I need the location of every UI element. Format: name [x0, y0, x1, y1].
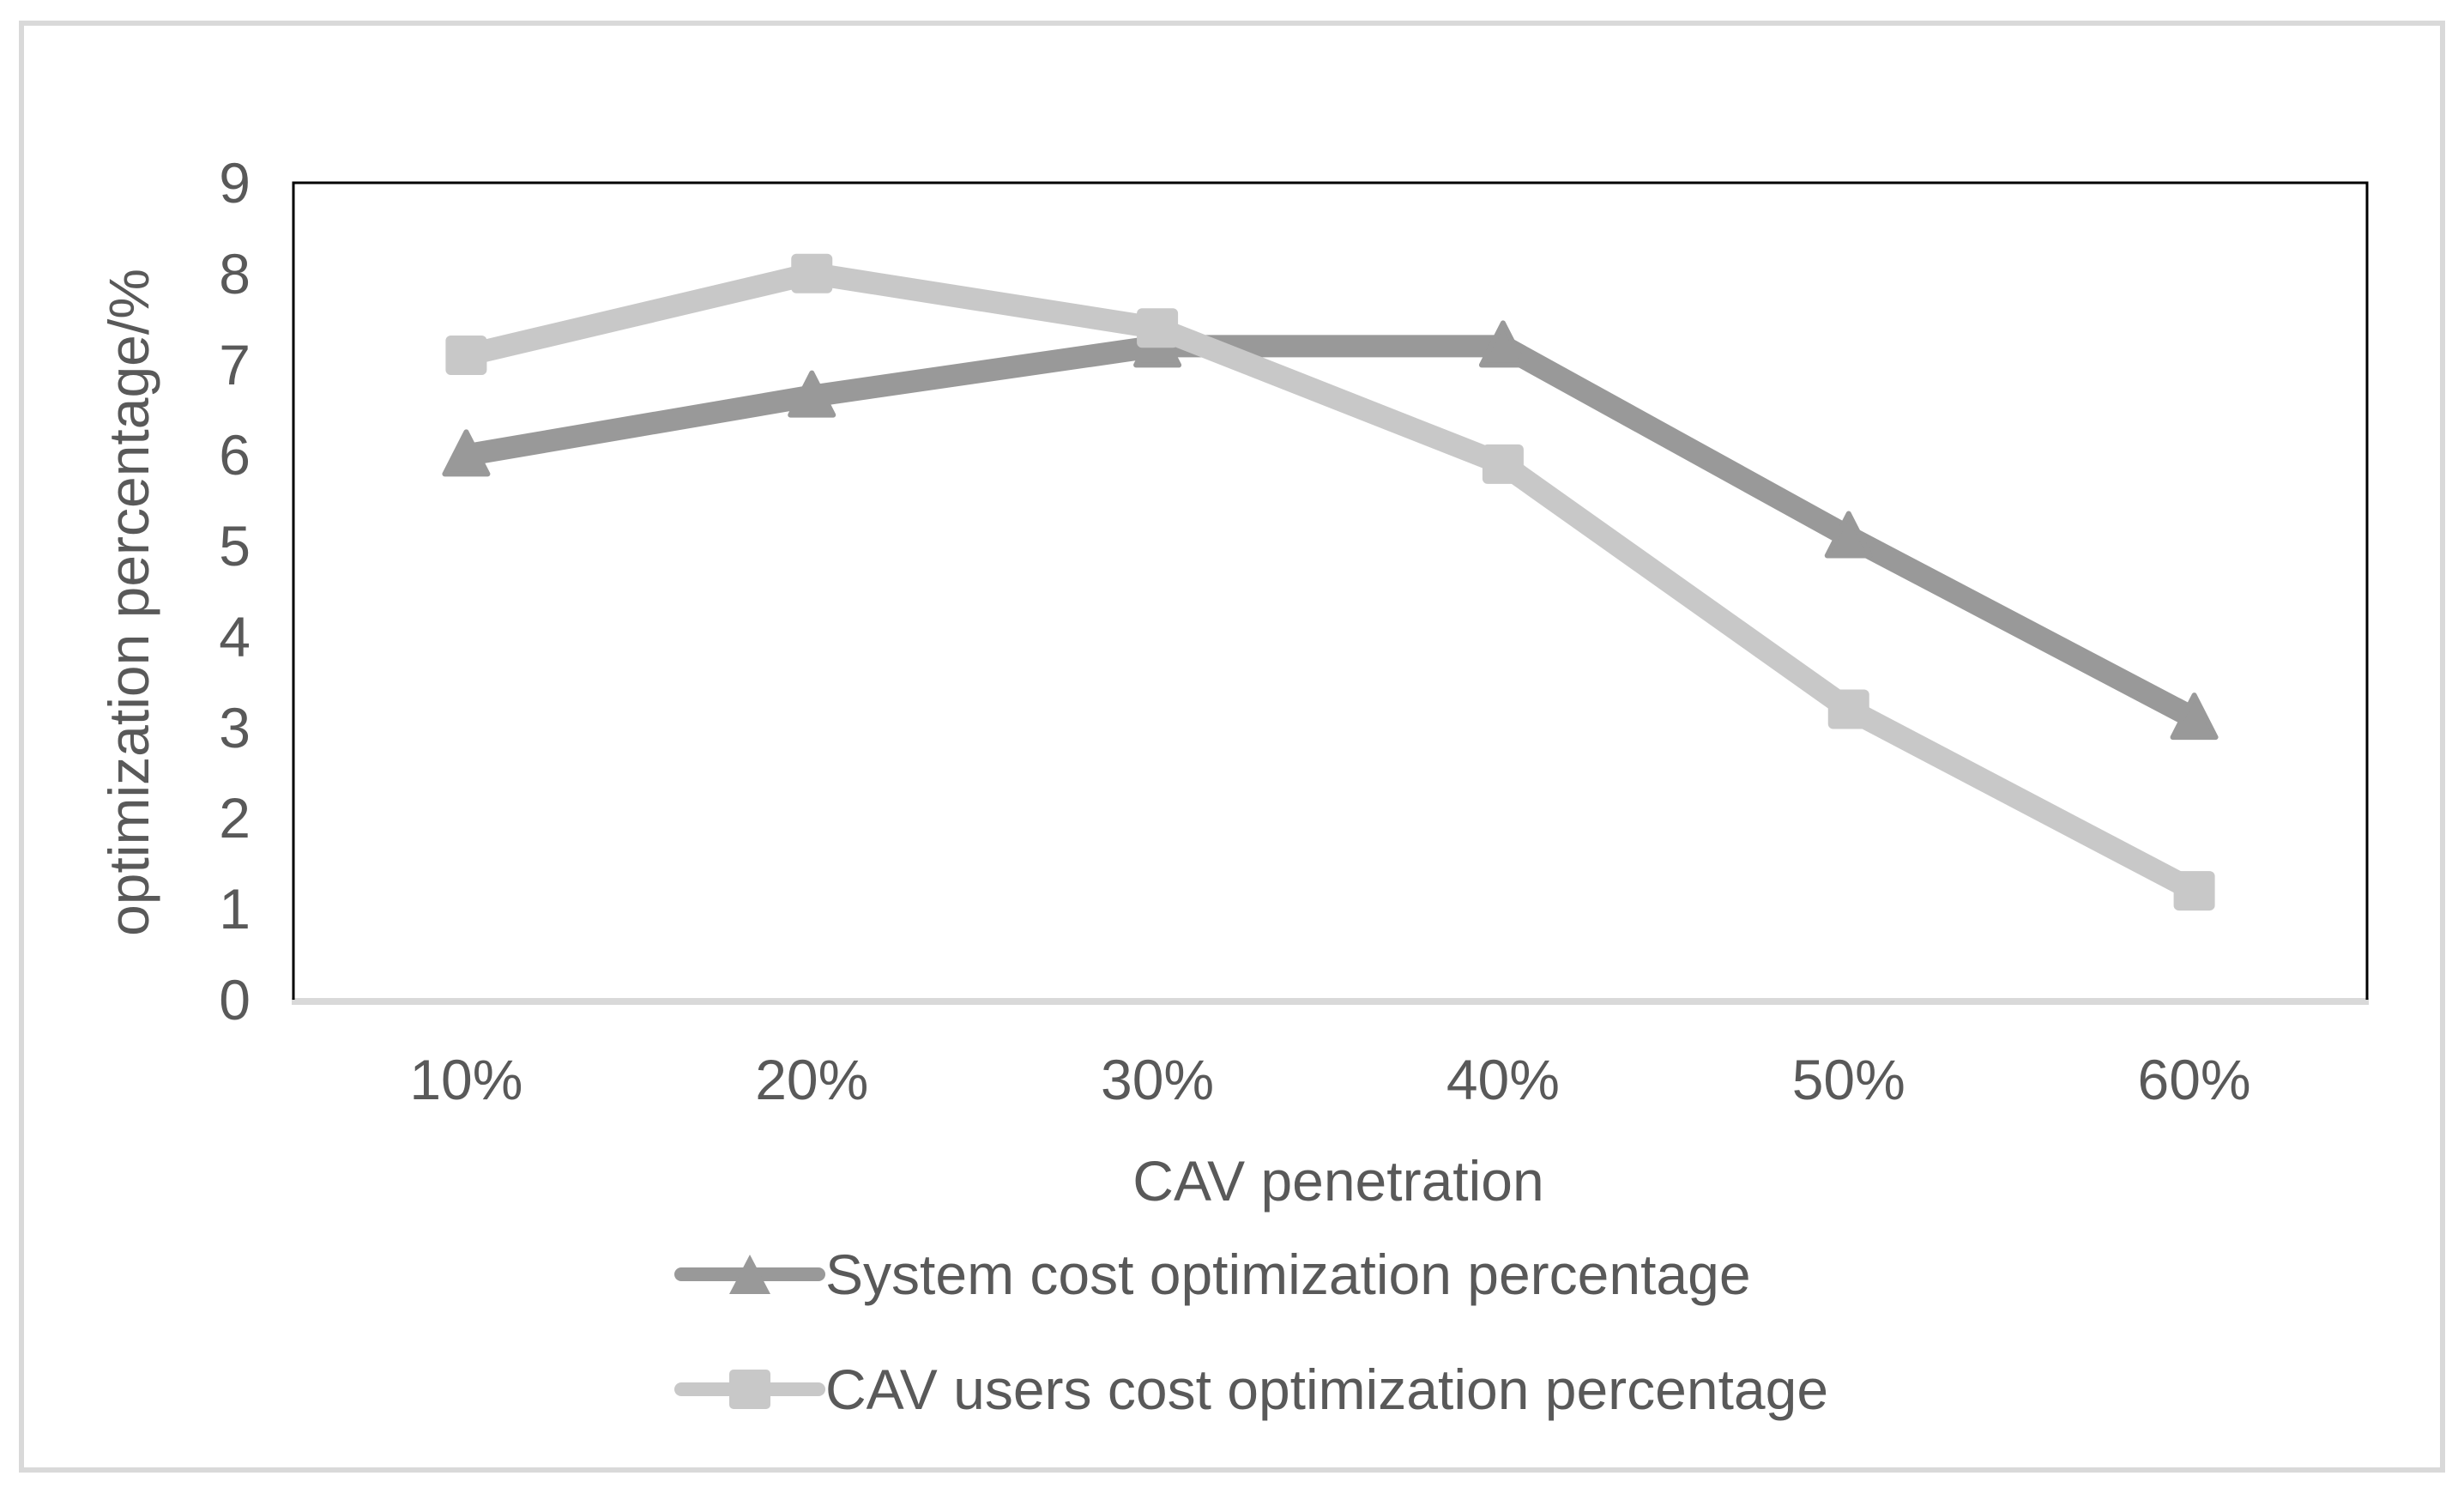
y-tick-label: 4: [219, 604, 251, 668]
y-tick-label: 6: [219, 423, 251, 487]
legend-line-triangle-icon: [674, 1255, 825, 1294]
y-tick-label: 1: [219, 877, 251, 941]
x-tick-label: 20%: [755, 1048, 869, 1111]
data-point-triangle-icon: [788, 370, 836, 418]
legend-line-square-icon: [674, 1370, 825, 1409]
data-point-square-icon: [2173, 871, 2215, 911]
chart-outer-border: [19, 21, 2445, 1473]
legend-item-cav-users-cost: CAV users cost optimization percentage: [674, 1358, 1829, 1421]
y-tick-label: 2: [219, 786, 251, 850]
y-tick-label: 9: [219, 151, 251, 215]
x-tick-label: 60%: [2137, 1048, 2251, 1111]
data-point-square-icon: [1482, 444, 1524, 484]
x-tick-label: 40%: [1446, 1048, 1560, 1111]
series-line-1: [463, 262, 2200, 901]
y-tick-label: 7: [219, 332, 251, 396]
legend-label: System cost optimization percentage: [825, 1243, 1751, 1306]
y-tick-label: 0: [219, 968, 251, 1031]
legend-item-system-cost: System cost optimization percentage: [674, 1243, 1828, 1306]
triangle-marker-icon: [729, 1255, 770, 1294]
x-axis-title: CAV penetration: [1132, 1149, 1544, 1213]
y-tick-label: 8: [219, 241, 251, 305]
square-marker-icon: [729, 1370, 770, 1409]
data-point-square-icon: [791, 253, 833, 293]
y-tick-label: 3: [219, 695, 251, 759]
x-tick-label: 10%: [409, 1048, 523, 1111]
x-tick-label: 30%: [1101, 1048, 1215, 1111]
data-point-square-icon: [1137, 308, 1179, 348]
plot-border: [292, 181, 2369, 1000]
series-line-0: [464, 335, 2200, 729]
data-point-square-icon: [445, 335, 487, 375]
data-point-triangle-icon: [2170, 693, 2219, 741]
y-tick-label: 5: [219, 514, 251, 578]
data-point-triangle-icon: [1824, 511, 1873, 559]
legend-label: CAV users cost optimization percentage: [825, 1358, 1829, 1421]
data-point-triangle-icon: [1478, 320, 1527, 368]
x-tick-label: 50%: [1791, 1048, 1905, 1111]
data-point-square-icon: [1827, 689, 1869, 729]
chart-legend: System cost optimization percentage CAV …: [674, 1243, 1829, 1421]
data-point-triangle-icon: [442, 429, 491, 477]
